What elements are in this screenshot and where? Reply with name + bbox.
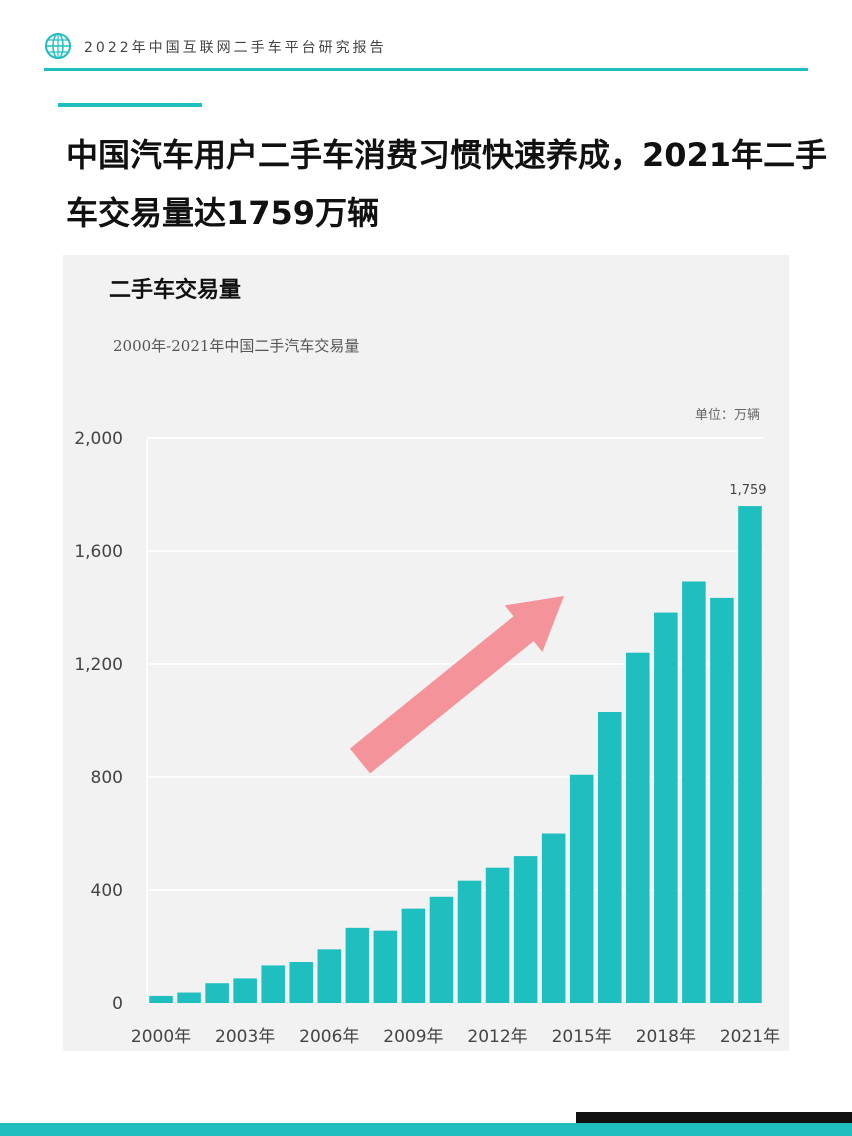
bar [401, 908, 426, 1003]
bar [149, 995, 173, 1003]
bar [457, 880, 482, 1003]
y-tick-label: 800 [91, 768, 123, 788]
bar [429, 896, 454, 1003]
y-tick-label: 400 [91, 881, 123, 901]
x-tick-label: 2000年 [131, 1027, 191, 1047]
chart-panel: 二手车交易量 2000年-2021年中国二手汽车交易量 单位：万辆 0 400 80… [63, 255, 789, 1051]
bar [261, 965, 285, 1003]
chart-title: 二手车交易量 [109, 277, 241, 303]
bar [205, 983, 229, 1003]
x-tick-label: 2006年 [299, 1027, 359, 1047]
footer-black-bar [576, 1112, 852, 1123]
y-tick-label: 0 [112, 994, 123, 1014]
bar [317, 949, 342, 1003]
bar [597, 712, 622, 1003]
bar [569, 774, 594, 1003]
footer-teal-bar [0, 1123, 852, 1136]
bar-chart: 二手车交易量 2000年-2021年中国二手汽车交易量 单位：万辆 0 400 80… [74, 277, 780, 1047]
bar [373, 930, 398, 1003]
bar [710, 597, 734, 1003]
x-tick-label: 2003年 [215, 1027, 275, 1047]
trend-arrow-icon [349, 596, 564, 774]
header-divider [44, 68, 808, 71]
bar [682, 581, 706, 1003]
y-tick-label: 1,600 [74, 542, 123, 562]
x-tick-label: 2018年 [636, 1027, 696, 1047]
y-tick-label: 1,200 [74, 655, 123, 675]
y-tick-label: 2,000 [74, 429, 123, 449]
x-tick-label: 2012年 [467, 1027, 527, 1047]
x-tick-label: 2021年 [720, 1027, 780, 1047]
bar [654, 612, 678, 1003]
page-headline: 中国汽车用户二手车消费习惯快速养成，2021年二手车交易量达1759万辆 [66, 136, 828, 232]
data-label: 1,759 [729, 483, 766, 498]
bar [541, 833, 566, 1003]
bar [177, 992, 201, 1003]
chart-subtitle: 2000年-2021年中国二手汽车交易量 [113, 337, 359, 355]
x-tick-label: 2009年 [383, 1027, 443, 1047]
bar [345, 927, 370, 1003]
globe-logo-icon [45, 33, 71, 59]
headline-accent-bar [58, 103, 202, 107]
bar [513, 856, 538, 1003]
bar [289, 962, 314, 1003]
report-title: 2022年中国互联网二手车平台研究报告 [84, 40, 387, 56]
unit-label: 单位：万辆 [695, 408, 760, 423]
bar [485, 867, 510, 1003]
bar [738, 506, 762, 1003]
bar [233, 978, 257, 1003]
bar [626, 652, 650, 1003]
x-tick-label: 2015年 [552, 1027, 612, 1047]
